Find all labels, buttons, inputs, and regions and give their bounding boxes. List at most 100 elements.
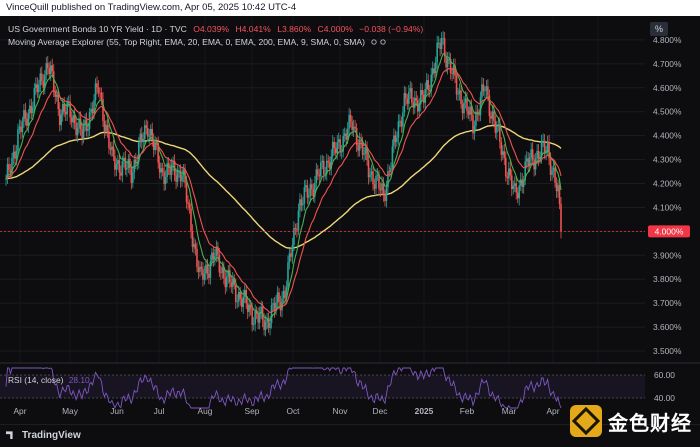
time-tick-label: Dec (373, 406, 388, 416)
candle-body (454, 65, 456, 76)
legend-change: −0.038 (−0.94%) (359, 24, 423, 34)
watermark: 金色财经 (570, 404, 692, 438)
candle-body (555, 182, 558, 192)
candle-body (245, 290, 248, 304)
candle-body (557, 184, 559, 192)
candle-body (209, 261, 212, 278)
candle-body (140, 133, 143, 142)
candle-body (527, 158, 529, 166)
candle-body (419, 89, 422, 105)
candle-body (217, 246, 219, 255)
candle-body (560, 203, 562, 232)
candle-body (105, 124, 107, 132)
candle-body (149, 128, 152, 136)
candle-body (366, 147, 368, 161)
candle-body (55, 94, 58, 97)
last-price-tag (648, 225, 690, 238)
candle-body (45, 63, 48, 75)
candle-body (78, 118, 80, 128)
tradingview-logo-icon (6, 431, 13, 440)
candle-body (551, 170, 553, 175)
legend-high: H4.041% (235, 24, 271, 34)
candle-body (9, 169, 12, 173)
candle-body (430, 74, 433, 92)
candle-body (163, 172, 165, 184)
candle-body (515, 183, 518, 193)
candle-body (236, 301, 239, 303)
candle-body (263, 319, 265, 330)
candle-body (485, 86, 488, 91)
candle-body (394, 135, 397, 143)
grid-lines (0, 16, 645, 363)
candle-body (478, 114, 480, 116)
candle-body (88, 112, 91, 129)
candle-body (154, 142, 156, 151)
candle-body (294, 228, 297, 230)
candle-body (258, 313, 261, 323)
candle-body (234, 284, 237, 302)
candle-body (134, 159, 137, 164)
candle-body (358, 139, 361, 151)
price-axis[interactable]: 4.800% 4.700% 4.600% 4.500% 4.400% 4.300% 4.20… (653, 35, 682, 356)
candle-body (446, 58, 449, 68)
candle-body (124, 157, 127, 170)
chart-panel[interactable]: 4.800% 4.700% 4.600% 4.500% 4.400% 4.300% 4.20… (0, 16, 700, 424)
candle-body (299, 199, 301, 211)
candle-body (84, 119, 86, 125)
candle-body (293, 228, 295, 246)
price-tick-label: 3.600% (653, 322, 682, 332)
candle-body (531, 149, 534, 161)
candle-body (524, 161, 526, 181)
rsi-value: 28.10 (69, 375, 90, 385)
candle-body (90, 108, 92, 113)
candle-body (94, 83, 97, 100)
ma-legend-icons[interactable] (371, 39, 386, 45)
legend-symbol: US Government Bonds 10 YR Yield · 1D · T… (8, 24, 187, 34)
candle-body (35, 84, 37, 89)
candle-body (475, 111, 477, 126)
candle-body (76, 127, 79, 136)
watermark-text: 金色财经 (608, 410, 692, 435)
candle-body (63, 104, 65, 112)
candle-body (409, 88, 412, 92)
candle-body (452, 65, 455, 75)
candle-body (109, 148, 112, 150)
price-chart[interactable]: 4.800% 4.700% 4.600% 4.500% 4.400% 4.300% 4.20… (0, 16, 700, 424)
candle-body (126, 167, 128, 170)
candle-body (272, 303, 274, 305)
candle-body (466, 98, 468, 112)
candle-body (384, 194, 386, 201)
candle-body (360, 139, 362, 142)
candle-body (375, 175, 377, 189)
candle-body (127, 158, 130, 168)
candle-body (402, 112, 404, 127)
candle-body (67, 101, 70, 103)
rsi-pane[interactable]: RSI (14, close) 28.10 60.00 40.00 (0, 367, 675, 410)
candle-body (376, 174, 379, 176)
eye-icon[interactable] (371, 39, 377, 45)
candle-body (120, 172, 122, 176)
candle-body (151, 128, 154, 141)
settings-gear-icon[interactable] (380, 39, 386, 45)
candle-body (522, 180, 525, 187)
candle-body (36, 84, 39, 93)
candle-body (196, 248, 198, 268)
tradingview-logo[interactable]: TradingView (6, 430, 81, 441)
candle-body (367, 160, 370, 178)
candle-body (73, 115, 76, 123)
candle-body (170, 164, 173, 175)
candle-body (421, 89, 424, 95)
candle-body (319, 162, 322, 177)
price-tick-label: 4.400% (653, 131, 682, 141)
percent-button[interactable] (650, 22, 668, 36)
candle-body (142, 139, 145, 142)
candle-body (115, 164, 118, 170)
candle-body (408, 91, 410, 104)
candle-body (297, 210, 300, 231)
candle-body (21, 121, 24, 133)
time-axis[interactable]: Apr May Jun Jul Aug Sep Oct Nov Dec 2025 Feb Mar Apr… (13, 406, 601, 416)
candle-body (132, 172, 134, 183)
candle-body (96, 83, 98, 88)
time-tick-label: Sep (245, 406, 260, 416)
last-price-label: 4.000% (655, 226, 684, 236)
